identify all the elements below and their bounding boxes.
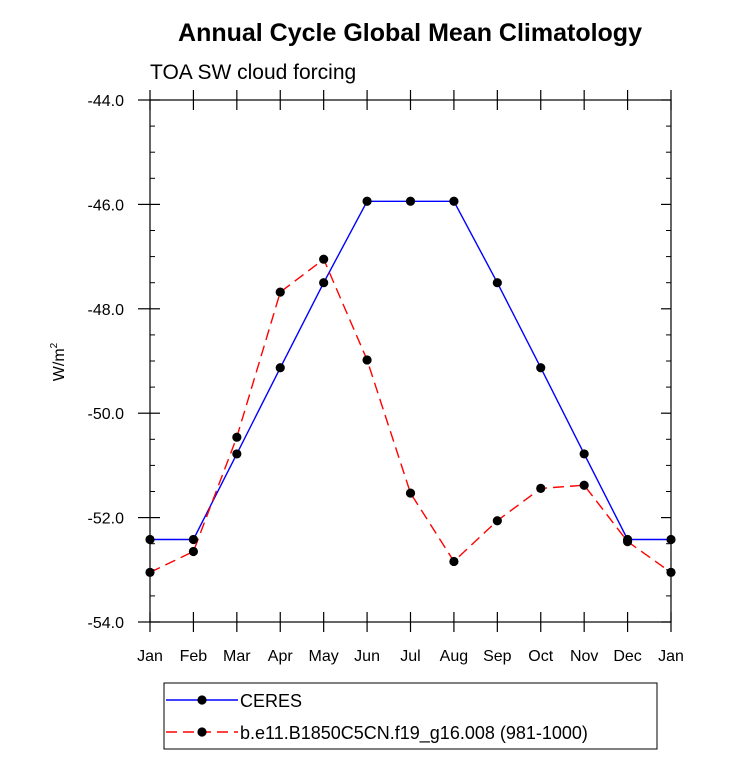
series-2-point (622, 537, 633, 547)
y-tick-label: -52.0 (88, 511, 125, 528)
x-tick-labels: Jan Feb Mar Apr May Jun Jul Aug Sep Oct Nov Dec Jan (137, 648, 684, 665)
series-2-point (492, 516, 502, 526)
chart-title: Annual Cycle Global Mean Climatology (178, 19, 642, 47)
y-tick-label: -48.0 (88, 302, 125, 319)
x-tick-label: Jun (354, 648, 380, 665)
series-2-point (536, 483, 546, 493)
chart-subtitle: TOA SW cloud forcing (150, 61, 356, 84)
series-2-point (666, 567, 676, 578)
y-tick-label: -46.0 (88, 197, 125, 214)
y-axis-label: W/m2 (49, 342, 68, 381)
legend-box (163, 682, 658, 750)
plot-frame (149, 99, 672, 623)
x-tick-label: Apr (268, 648, 294, 665)
legend-label-1: CERES (240, 691, 302, 711)
series-2-point (579, 480, 589, 490)
y-tick-label: -50.0 (88, 406, 125, 423)
series-lines (149, 200, 672, 574)
series-1-point (362, 196, 372, 206)
axis-ticks (138, 90, 672, 632)
x-tick-label: May (309, 648, 339, 665)
series-line-2 (149, 258, 672, 574)
series-2-point (232, 432, 242, 442)
series-1-point (666, 534, 676, 545)
y-tick-label: -54.0 (88, 615, 125, 632)
series-1-point (449, 196, 459, 206)
series-2-point (319, 254, 329, 264)
y-tick-label: -44.0 (88, 93, 125, 110)
x-tick-label: Nov (570, 648, 598, 665)
series-2-point (188, 546, 199, 557)
x-tick-label: Sep (483, 648, 512, 665)
series-1-point (188, 534, 199, 545)
x-tick-label: Aug (440, 648, 468, 665)
series-2-point (275, 287, 285, 297)
series-2-point (145, 567, 155, 578)
series-2-point (449, 556, 459, 567)
series-1-point (579, 449, 589, 459)
legend-marker-2 (197, 727, 207, 737)
y-axis-label-superscript: 2 (49, 342, 60, 348)
series-1-point (536, 363, 546, 373)
series-1-point (319, 278, 329, 288)
x-tick-label: Feb (180, 648, 208, 665)
y-axis-label-text: W/m (51, 348, 68, 381)
x-tick-label: Jul (400, 648, 420, 665)
series-1-point (275, 363, 285, 373)
x-tick-label: Jan (137, 648, 163, 665)
series-2-point (362, 355, 372, 365)
x-tick-label: Dec (613, 648, 641, 665)
legend-marker-1 (197, 695, 207, 705)
series-points (145, 196, 676, 578)
series-2-point (405, 488, 416, 498)
x-tick-label: Mar (223, 648, 251, 665)
series-1-point (405, 196, 416, 206)
series-1-point (145, 534, 155, 545)
legend-label-2: b.e11.B1850C5CN.f19_g16.008 (981-1000) (240, 723, 588, 744)
legend: CERES b.e11.B1850C5CN.f19_g16.008 (981-10… (166, 691, 588, 744)
x-tick-label: Oct (528, 648, 553, 665)
y-tick-labels: -54.0 -52.0 -50.0 -48.0 -46.0 -44.0 (88, 93, 125, 632)
x-tick-label: Jan (658, 648, 684, 665)
series-1-point (492, 278, 502, 288)
series-1-point (232, 449, 242, 459)
